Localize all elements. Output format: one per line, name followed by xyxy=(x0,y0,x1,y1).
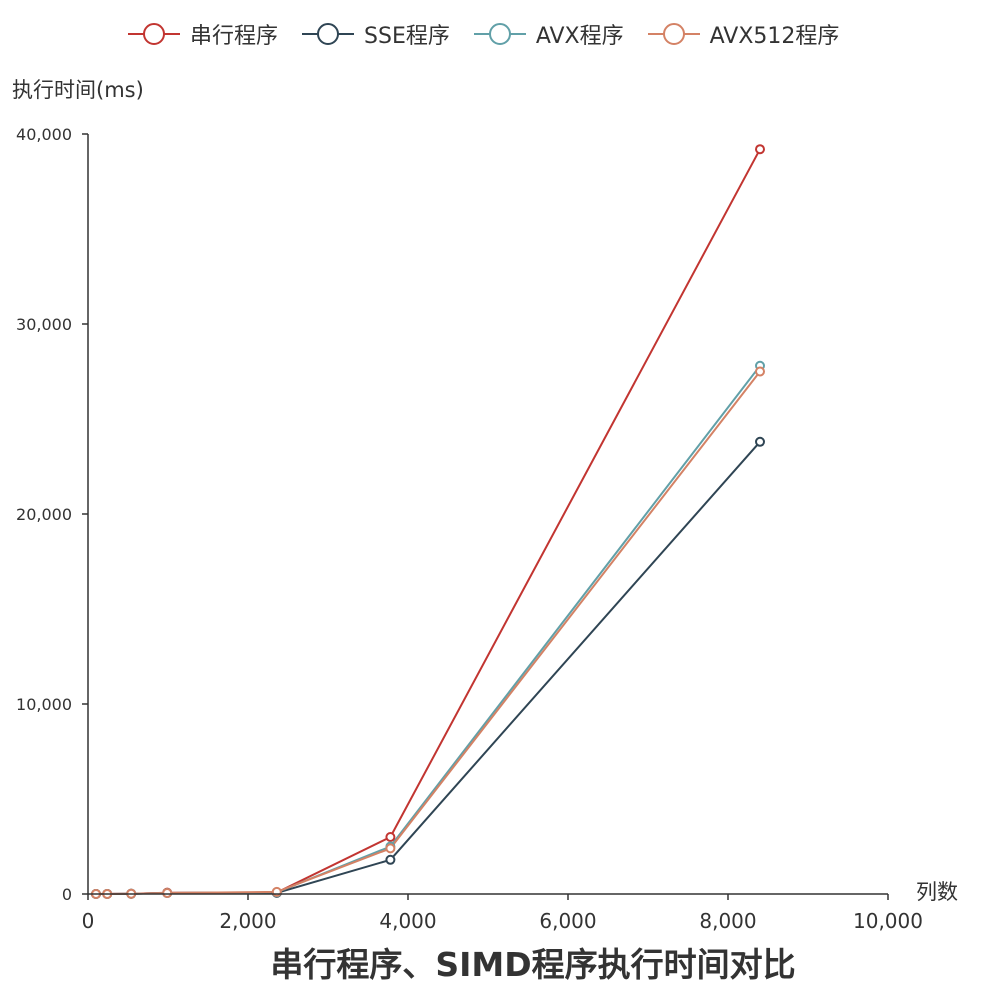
y-tick-label: 20,000 xyxy=(16,505,72,524)
legend-line-circle-icon xyxy=(647,23,700,45)
y-tick-label: 10,000 xyxy=(16,695,72,714)
legend-line-circle-icon xyxy=(473,23,526,45)
x-tick-label: 6,000 xyxy=(539,909,596,933)
legend-label: AVX512程序 xyxy=(709,24,840,49)
chart-axes: 0 2,000 4,000 6,000 8,000 10,000 0 10,000 20,000… xyxy=(16,125,923,933)
legend-item[interactable]: SSE程序 xyxy=(300,14,450,54)
y-tick-label: 30,000 xyxy=(16,315,72,334)
chart-marks xyxy=(91,144,765,899)
x-tick-label: 8,000 xyxy=(699,909,756,933)
legend-icon-circle xyxy=(317,23,340,45)
legend-icon-circle xyxy=(143,23,165,45)
x-tick-label: 0 xyxy=(82,909,95,933)
y-axis-label: 执行时间(ms) xyxy=(12,78,144,102)
x-axis-label: 列数 xyxy=(916,880,958,904)
legend-icon-circle xyxy=(488,23,511,45)
legend: 串行程序 SSE程序 AVX程序 AVX512程序 xyxy=(126,14,861,54)
legend-item[interactable]: 串行程序 xyxy=(126,14,278,54)
legend-line-circle-icon xyxy=(302,23,355,45)
x-tick-label: 10,000 xyxy=(853,909,923,933)
data-point xyxy=(162,887,173,898)
series-line xyxy=(96,441,761,895)
x-tick-label: 2,000 xyxy=(219,909,276,933)
legend-item[interactable]: AVX512程序 xyxy=(646,14,840,54)
x-tick-label: 4,000 xyxy=(379,909,436,933)
chart-title: 串行程序、SIMD程序执行时间对比 xyxy=(270,945,796,984)
y-tick-label: 40,000 xyxy=(16,125,72,144)
legend-label: 串行程序 xyxy=(190,24,279,49)
legend-item[interactable]: AVX程序 xyxy=(472,14,624,54)
data-point xyxy=(385,854,396,865)
data-point xyxy=(385,832,396,842)
data-point xyxy=(755,436,765,447)
y-tick-label: 0 xyxy=(62,885,72,904)
series-line xyxy=(95,148,761,895)
data-point xyxy=(755,366,765,377)
legend-line-circle-icon xyxy=(128,23,180,45)
legend-icon-circle xyxy=(662,23,685,45)
data-point xyxy=(755,144,765,155)
series-line xyxy=(96,370,761,895)
data-point xyxy=(385,843,396,854)
legend-label: AVX程序 xyxy=(535,24,624,49)
legend-label: SSE程序 xyxy=(364,24,450,49)
series-line xyxy=(96,365,761,895)
